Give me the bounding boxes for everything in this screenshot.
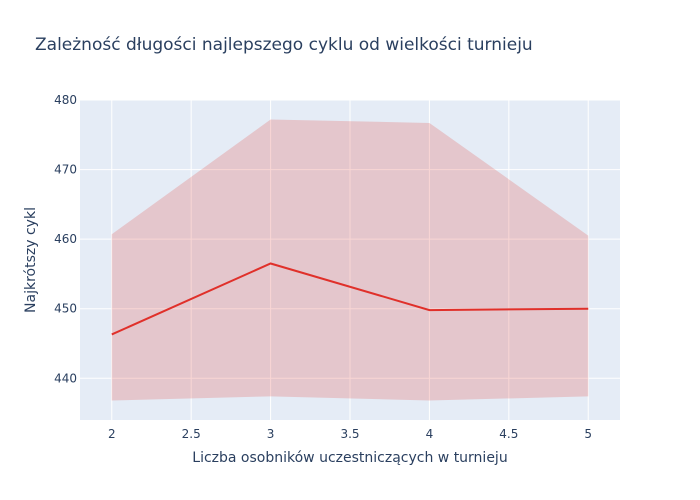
- x-tick-label: 3.5: [340, 427, 359, 441]
- x-axis-label: Liczba osobników uczestniczących w turni…: [192, 450, 507, 466]
- chart-title: Zależność długości najlepszego cyklu od …: [35, 35, 533, 55]
- x-tick-label: 4.5: [499, 427, 518, 441]
- x-tick-label: 3: [267, 427, 275, 441]
- y-axis-label: Najkrótszy cykl: [23, 207, 39, 313]
- x-tick-label: 2.5: [182, 427, 201, 441]
- confidence-band: [111, 119, 589, 401]
- y-axis-ticks: 440 450 460 470 480: [54, 93, 77, 385]
- x-axis-ticks: 2 2.5 3 3.5 4 4.5 5: [108, 427, 592, 441]
- y-tick-label: 450: [54, 302, 77, 316]
- y-tick-label: 460: [54, 232, 77, 246]
- y-tick-label: 480: [54, 93, 77, 107]
- x-tick-label: 2: [108, 427, 116, 441]
- y-tick-label: 440: [54, 371, 77, 385]
- x-tick-label: 5: [584, 427, 592, 441]
- series-line: [111, 262, 589, 336]
- x-tick-label: 4: [426, 427, 434, 441]
- y-tick-label: 470: [54, 163, 77, 177]
